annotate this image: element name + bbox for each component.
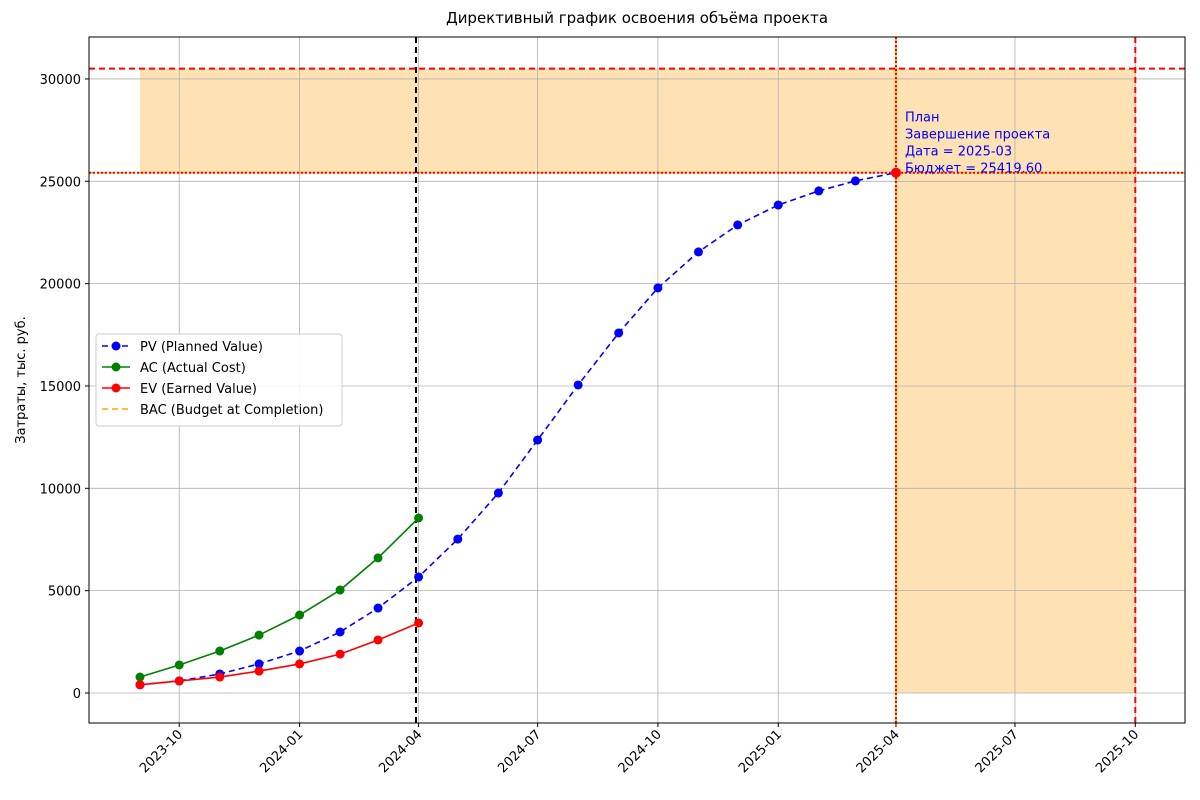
series-point xyxy=(850,176,860,186)
bac-marker xyxy=(890,167,901,178)
series-point xyxy=(174,676,184,686)
y-tick-label: 0 xyxy=(73,687,81,702)
series-point xyxy=(335,585,345,595)
x-tick-label: 2025-04 xyxy=(854,727,903,776)
series-point xyxy=(414,572,424,582)
series-point xyxy=(493,488,503,498)
legend: PV (Planned Value) AC (Actual Cost) EV (Ea… xyxy=(95,333,343,427)
x-tick-label: 2025-07 xyxy=(973,727,1022,776)
series-point xyxy=(295,646,305,656)
series-point xyxy=(533,435,543,445)
series-point xyxy=(453,534,463,544)
x-tick-label: 2025-01 xyxy=(736,727,785,776)
series-point xyxy=(254,666,264,676)
series-point xyxy=(215,646,225,656)
annotation-text: Завершение проекта xyxy=(905,128,1050,143)
chart-title: Директивный график освоения объёма проек… xyxy=(446,9,828,27)
x-tick-label: 2025-10 xyxy=(1093,727,1142,776)
annotation-text: Бюджет = 25419.60 xyxy=(905,162,1042,177)
x-tick-label: 2023-10 xyxy=(137,727,186,776)
series-point xyxy=(373,553,383,563)
x-tick-label: 2024-01 xyxy=(257,727,306,776)
series-point xyxy=(653,283,663,293)
series-point xyxy=(135,680,145,690)
series-line xyxy=(139,517,420,678)
series-point xyxy=(814,186,824,196)
series-point xyxy=(373,635,383,645)
y-axis-label: Затраты, тыс. руб. xyxy=(14,316,29,444)
y-tick-label: 10000 xyxy=(40,482,81,497)
shaded-region xyxy=(895,172,1136,693)
legend-label: PV (Planned Value) xyxy=(140,340,263,355)
y-tick-label: 20000 xyxy=(40,278,81,293)
y-tick-label: 15000 xyxy=(40,380,81,395)
series-point xyxy=(773,200,783,210)
series-point xyxy=(335,649,345,659)
x-tick-label: 2024-04 xyxy=(376,727,425,776)
series-point xyxy=(295,659,305,669)
series-line xyxy=(139,171,897,686)
series-point xyxy=(254,659,264,669)
annotation-text: План xyxy=(905,111,940,126)
series-point xyxy=(174,660,184,670)
series-point xyxy=(414,513,424,523)
x-tick-label: 2024-07 xyxy=(495,727,544,776)
y-tick-label: 30000 xyxy=(40,73,81,88)
series-point xyxy=(335,627,345,637)
series-point xyxy=(254,630,264,640)
legend-box xyxy=(95,333,343,427)
legend-label: BAC (Budget at Completion) xyxy=(140,403,323,418)
series-point xyxy=(373,603,383,613)
legend-label: AC (Actual Cost) xyxy=(140,361,246,376)
series-line xyxy=(139,622,419,686)
x-tick-label: 2024-10 xyxy=(616,727,665,776)
series-point xyxy=(295,610,305,620)
annotation-text: Дата = 2025-03 xyxy=(905,145,1012,160)
legend-marker xyxy=(111,362,121,372)
series-point xyxy=(733,220,743,230)
series-point xyxy=(573,380,583,390)
series-point xyxy=(215,672,225,682)
series-point xyxy=(414,618,424,628)
series-point xyxy=(693,247,703,257)
legend-label: EV (Earned Value) xyxy=(140,382,257,397)
shaded-region xyxy=(140,68,1136,173)
series-point xyxy=(614,328,624,338)
y-tick-label: 25000 xyxy=(40,175,81,190)
plot-frame xyxy=(88,36,1186,724)
series-point xyxy=(135,672,145,682)
y-tick-label: 5000 xyxy=(48,585,81,600)
legend-marker xyxy=(111,341,121,351)
legend-marker xyxy=(111,383,121,393)
